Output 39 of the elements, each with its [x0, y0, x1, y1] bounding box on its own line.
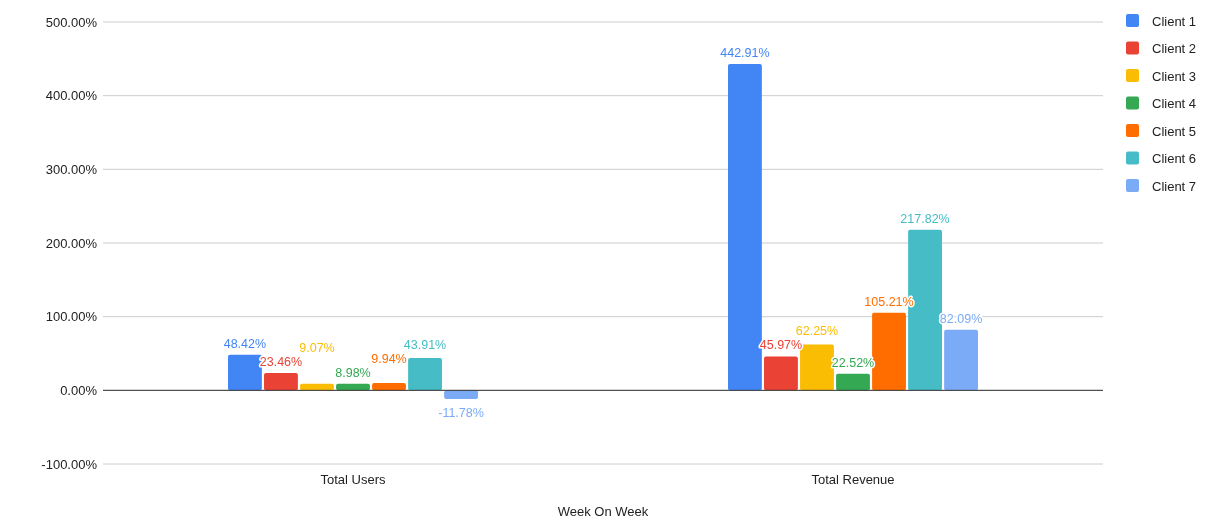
data-label: 442.91%: [720, 46, 770, 61]
x-tick-label: Total Users: [320, 472, 386, 487]
y-tick-label: 400.00%: [45, 88, 98, 104]
y-tick-label: 200.00%: [45, 235, 98, 251]
legend-label: Client 1: [1152, 13, 1197, 29]
y-tick-label: -100.00%: [41, 456, 98, 472]
bar: [228, 354, 262, 391]
bar: [728, 64, 762, 391]
legend-label: Client 7: [1152, 178, 1197, 194]
data-label: 9.07%: [299, 341, 335, 356]
x-tick-label: Total Revenue: [811, 472, 895, 487]
data-label: 9.94%: [371, 351, 407, 366]
data-label: 43.91%: [403, 337, 447, 352]
data-label: 48.42%: [223, 336, 267, 351]
data-label: 8.98%: [335, 365, 371, 380]
bar: [836, 373, 870, 391]
bar: [872, 312, 906, 391]
legend-label: Client 5: [1152, 123, 1197, 139]
data-label: 62.25%: [795, 324, 839, 339]
bar: [764, 356, 798, 391]
bar: [408, 357, 442, 391]
y-tick-label: 0.00%: [60, 382, 98, 398]
x-axis-title: Week On Week: [557, 504, 649, 519]
bar: [372, 383, 406, 391]
y-tick-label: 500.00%: [45, 14, 98, 30]
data-label: -11.78%: [438, 406, 484, 421]
legend-label: Client 3: [1152, 68, 1197, 84]
bar: [444, 390, 478, 400]
bar: [944, 329, 978, 391]
legend-label: Client 6: [1152, 151, 1197, 167]
bar: [800, 344, 834, 391]
y-tick-label: 300.00%: [45, 161, 98, 177]
legend-label: Client 2: [1152, 41, 1197, 57]
legend-label: Client 4: [1152, 96, 1197, 112]
bar: [300, 383, 334, 391]
bar: [336, 383, 370, 391]
data-label: 217.82%: [900, 211, 950, 226]
bar: [264, 373, 298, 391]
y-tick-label: 100.00%: [45, 309, 98, 325]
